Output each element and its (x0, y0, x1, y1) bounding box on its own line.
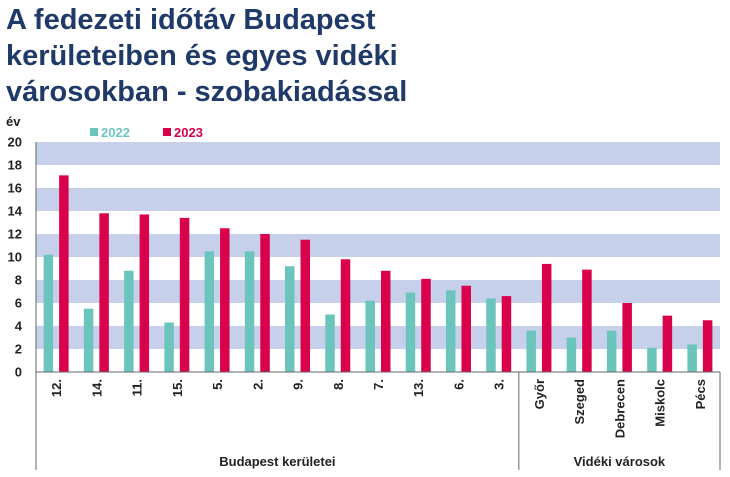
x-tick-label: Győr (532, 379, 547, 409)
x-tick-label: 8. (331, 379, 346, 390)
x-tick-label: 9. (291, 379, 306, 390)
bar-2022-Győr (526, 330, 536, 372)
bar-2022-Pécs (687, 344, 697, 372)
x-tick-label: 13. (411, 379, 426, 397)
bar-2022-14 (83, 308, 94, 372)
bar-2023-Szeged (582, 269, 592, 372)
x-axis: 12. 14. 11. 15. 5. 2. 9. 8. 7. 13. 6. 3. Győr Szeged D… (35, 142, 721, 470)
bar-2023-3 (501, 296, 512, 372)
grid-band (36, 326, 720, 349)
grid-band (36, 165, 720, 188)
bar-2023-9 (300, 239, 311, 372)
legend: 2022 2023 (90, 125, 203, 140)
bar-2023-Győr (541, 263, 552, 372)
bar-2022-Szeged (566, 337, 577, 372)
grid-band (36, 349, 720, 372)
x-tick-label: 7. (371, 379, 386, 390)
y-tick-label: 4 (15, 319, 23, 334)
bar-2022-12 (43, 254, 54, 372)
bar-2022-Miskolc (647, 347, 657, 372)
chart-title-line-1: A fedezeti időtáv Budapest (6, 4, 376, 36)
bar-2023-6 (461, 285, 471, 372)
legend-label-2022: 2022 (101, 125, 130, 140)
grid-band (36, 257, 720, 280)
bar-2023-11 (139, 214, 150, 372)
grid-band (36, 142, 720, 165)
grid-band (36, 234, 720, 257)
y-tick-label: 2 (15, 342, 22, 357)
bar-2023-15 (179, 217, 190, 372)
y-tick-label: 16 (8, 181, 22, 196)
y-tick-label: 20 (8, 135, 22, 150)
legend-label-2023: 2023 (174, 125, 203, 140)
y-tick-label: 10 (8, 250, 22, 265)
grid-band (36, 280, 720, 303)
y-tick-label: 0 (15, 365, 22, 380)
x-tick-label: 11. (130, 379, 145, 396)
bar-2023-2 (260, 234, 270, 372)
x-tick-label: 12. (49, 379, 64, 397)
bar-2022-6 (445, 290, 456, 372)
chart-title-line-3: városokban - szobakiadással (6, 76, 408, 108)
x-tick-label: Pécs (693, 379, 708, 409)
bars (43, 175, 713, 372)
bar-2023-Pécs (702, 320, 713, 372)
y-axis-label: év (6, 114, 21, 129)
x-tick-label: 6. (451, 379, 466, 390)
x-tick-label: 14. (89, 379, 104, 397)
bar-2022-15 (164, 322, 174, 372)
x-tick-label: 2. (250, 379, 265, 390)
legend-swatch-2023 (163, 128, 171, 136)
y-axis-ticks: 0 2 4 6 8 10 12 14 16 18 20 (8, 135, 23, 380)
x-tick-label: 15. (170, 379, 185, 397)
y-tick-label: 18 (8, 158, 22, 173)
bar-2022-2 (244, 251, 255, 372)
group-label: Budapest kerületei (219, 454, 335, 469)
y-tick-label: 6 (15, 296, 22, 311)
group-label: Vidéki városok (574, 454, 666, 469)
legend-swatch-2022 (90, 128, 98, 136)
bar-2023-Miskolc (662, 315, 673, 372)
x-tick-label: Miskolc (653, 379, 668, 427)
bar-2022-8 (325, 314, 335, 372)
grid-bands (36, 142, 720, 372)
bar-2023-Debrecen (622, 303, 632, 372)
grid-band (36, 188, 720, 211)
y-tick-label: 8 (15, 273, 22, 288)
y-tick-label: 14 (8, 204, 23, 219)
bar-2022-7 (365, 300, 375, 372)
bar-2022-9 (285, 266, 295, 372)
grid-band (36, 211, 720, 234)
x-tick-label: Szeged (572, 379, 587, 425)
bar-2023-14 (99, 213, 109, 372)
x-tick-label: 3. (492, 379, 507, 390)
y-tick-label: 12 (8, 227, 22, 242)
bar-2022-11 (124, 270, 134, 372)
x-tick-label: 5. (210, 379, 225, 390)
bar-2023-5 (220, 228, 230, 372)
x-tick-label: Debrecen (612, 379, 627, 438)
bar-2022-13 (405, 292, 416, 372)
bar-2023-12 (59, 175, 69, 372)
bar-2022-3 (486, 298, 496, 372)
bar-2022-5 (204, 251, 215, 372)
chart-title-line-2: kerületeiben és egyes vidéki (6, 40, 398, 72)
bar-2023-8 (340, 259, 351, 372)
bar-2023-13 (421, 278, 431, 372)
chart-title: A fedezeti időtáv Budapest kerületeiben … (6, 2, 726, 110)
grid-band (36, 303, 720, 326)
bar-2023-7 (381, 270, 391, 372)
bar-2022-Debrecen (606, 330, 617, 372)
